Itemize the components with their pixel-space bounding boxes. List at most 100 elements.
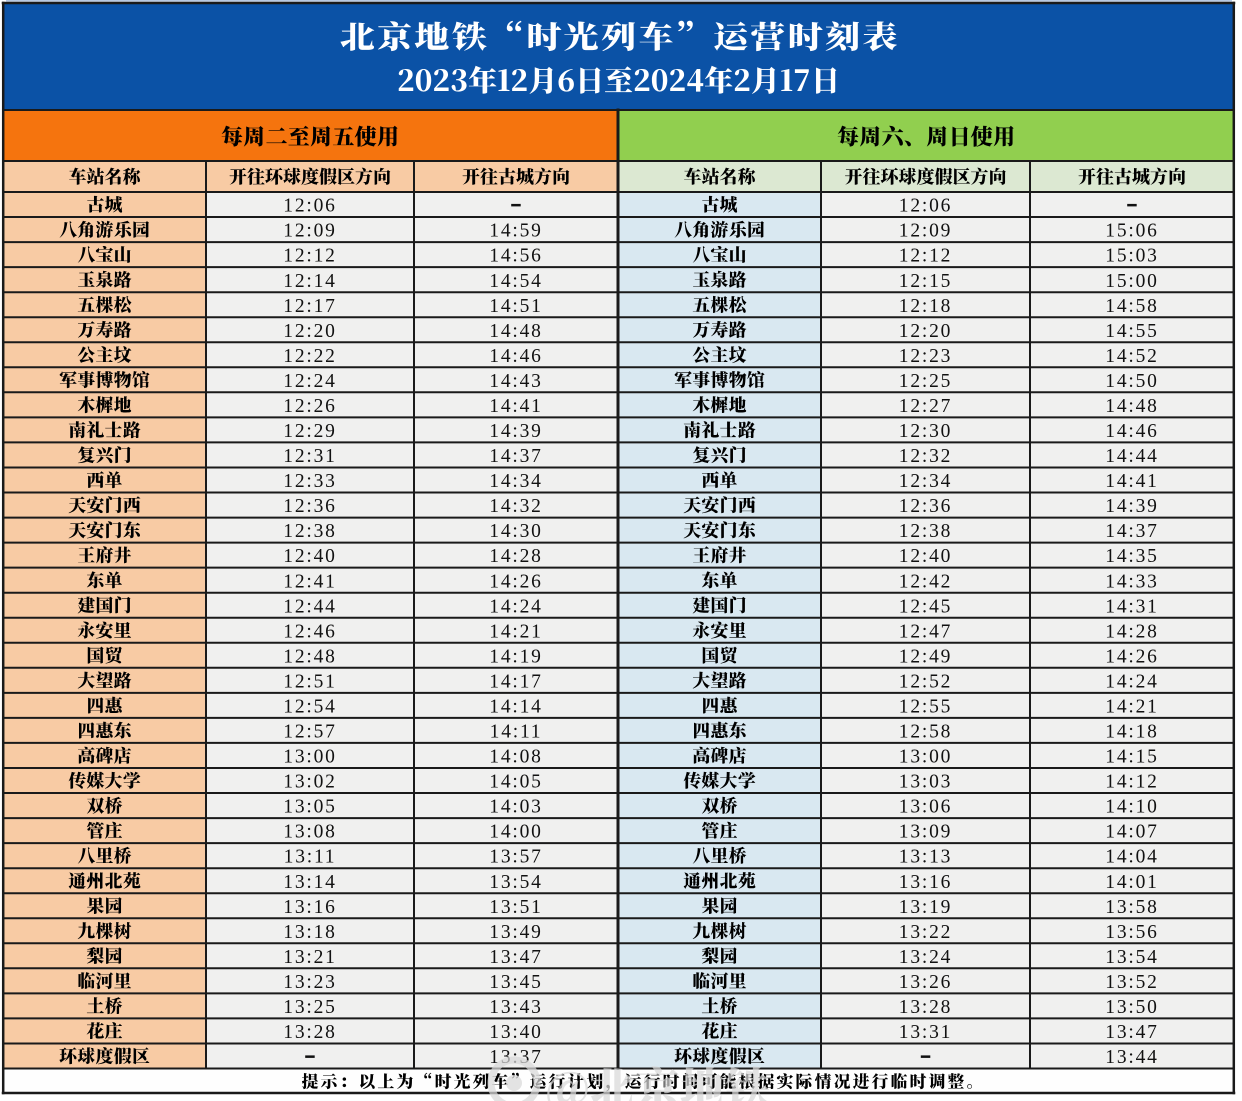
- svg-text:13:57: 13:57: [489, 847, 542, 868]
- svg-text:12:26: 12:26: [283, 396, 336, 417]
- svg-text:13:00: 13:00: [283, 747, 336, 768]
- svg-text:13:14: 13:14: [283, 872, 336, 893]
- svg-text:14:04: 14:04: [1105, 847, 1158, 868]
- svg-text:14:43: 14:43: [489, 371, 542, 392]
- svg-text:13:09: 13:09: [899, 822, 952, 843]
- svg-text:13:16: 13:16: [899, 872, 952, 893]
- svg-text:12:22: 12:22: [283, 346, 336, 367]
- svg-text:14:18: 14:18: [1105, 722, 1158, 743]
- svg-text:13:05: 13:05: [283, 797, 336, 818]
- svg-text:14:50: 14:50: [1105, 371, 1158, 392]
- svg-text:12:40: 12:40: [283, 546, 336, 567]
- svg-text:12:31: 12:31: [283, 446, 336, 467]
- svg-text:13:50: 13:50: [1105, 997, 1158, 1018]
- svg-text:14:26: 14:26: [489, 571, 542, 592]
- svg-text:12:29: 12:29: [283, 421, 336, 442]
- svg-text:12:27: 12:27: [899, 396, 952, 417]
- svg-text:13:28: 13:28: [283, 1022, 336, 1043]
- svg-text:14:10: 14:10: [1105, 797, 1158, 818]
- svg-text:12:20: 12:20: [283, 321, 336, 342]
- svg-text:13:49: 13:49: [489, 922, 542, 943]
- svg-text:13:13: 13:13: [899, 847, 952, 868]
- svg-text:14:59: 14:59: [489, 221, 542, 242]
- svg-text:13:08: 13:08: [283, 822, 336, 843]
- svg-text:12:20: 12:20: [899, 321, 952, 342]
- svg-text:13:24: 13:24: [899, 947, 952, 968]
- svg-text:14:44: 14:44: [1105, 446, 1158, 467]
- svg-text:12:54: 12:54: [283, 697, 336, 718]
- svg-text:12:30: 12:30: [899, 421, 952, 442]
- svg-text:14:00: 14:00: [489, 822, 542, 843]
- svg-text:15:03: 15:03: [1105, 246, 1158, 267]
- svg-text:13:06: 13:06: [899, 797, 952, 818]
- svg-text:14:12: 14:12: [1105, 772, 1158, 793]
- svg-text:12:12: 12:12: [283, 246, 336, 267]
- svg-text:12:34: 12:34: [899, 471, 952, 492]
- svg-text:14:58: 14:58: [1105, 296, 1158, 317]
- svg-text:13:51: 13:51: [489, 897, 542, 918]
- svg-text:13:47: 13:47: [1105, 1022, 1158, 1043]
- svg-text:12:06: 12:06: [283, 196, 336, 217]
- svg-text:12:41: 12:41: [283, 571, 336, 592]
- svg-text:14:41: 14:41: [1105, 471, 1158, 492]
- svg-text:14:51: 14:51: [489, 296, 542, 317]
- svg-text:12:48: 12:48: [283, 646, 336, 667]
- svg-text:14:11: 14:11: [490, 722, 543, 743]
- svg-text:14:56: 14:56: [489, 246, 542, 267]
- svg-text:14:05: 14:05: [489, 772, 542, 793]
- svg-text:14:19: 14:19: [489, 646, 542, 667]
- svg-text:13:26: 13:26: [899, 972, 952, 993]
- svg-text:13:52: 13:52: [1105, 972, 1158, 993]
- svg-text:12:24: 12:24: [283, 371, 336, 392]
- svg-text:14:30: 14:30: [489, 521, 542, 542]
- svg-text:12:18: 12:18: [899, 296, 952, 317]
- svg-text:13:22: 13:22: [899, 922, 952, 943]
- svg-text:12:38: 12:38: [899, 521, 952, 542]
- svg-text:14:35: 14:35: [1105, 546, 1158, 567]
- svg-text:12:57: 12:57: [283, 722, 336, 743]
- svg-text:14:28: 14:28: [1105, 621, 1158, 642]
- svg-text:13:40: 13:40: [489, 1022, 542, 1043]
- svg-text:12:09: 12:09: [899, 221, 952, 242]
- svg-text:14:14: 14:14: [489, 697, 542, 718]
- svg-text:14:41: 14:41: [489, 396, 542, 417]
- svg-text:12:09: 12:09: [283, 221, 336, 242]
- svg-text:14:03: 14:03: [489, 797, 542, 818]
- svg-text:12:12: 12:12: [899, 246, 952, 267]
- svg-text:12:25: 12:25: [899, 371, 952, 392]
- svg-text:12:52: 12:52: [899, 671, 952, 692]
- svg-text:14:48: 14:48: [489, 321, 542, 342]
- svg-text:13:11: 13:11: [284, 847, 337, 868]
- svg-text:12:06: 12:06: [899, 196, 952, 217]
- svg-text:14:24: 14:24: [489, 596, 542, 617]
- svg-text:14:07: 14:07: [1105, 822, 1158, 843]
- svg-text:13:31: 13:31: [899, 1022, 952, 1043]
- svg-text:12:36: 12:36: [283, 496, 336, 517]
- svg-text:12:38: 12:38: [283, 521, 336, 542]
- svg-text:12:58: 12:58: [899, 722, 952, 743]
- svg-text:12:40: 12:40: [899, 546, 952, 567]
- svg-text:12:45: 12:45: [899, 596, 952, 617]
- svg-text:14:15: 14:15: [1105, 747, 1158, 768]
- svg-text:13:02: 13:02: [283, 772, 336, 793]
- svg-text:13:54: 13:54: [489, 872, 542, 893]
- svg-text:13:43: 13:43: [489, 997, 542, 1018]
- svg-text:12:14: 12:14: [283, 271, 336, 292]
- svg-text:12:55: 12:55: [899, 697, 952, 718]
- svg-text:14:39: 14:39: [1105, 496, 1158, 517]
- svg-text:14:52: 14:52: [1105, 346, 1158, 367]
- svg-text:12:15: 12:15: [899, 271, 952, 292]
- svg-text:14:01: 14:01: [1105, 872, 1158, 893]
- svg-text:13:56: 13:56: [1105, 922, 1158, 943]
- svg-text:13:18: 13:18: [283, 922, 336, 943]
- svg-text:15:06: 15:06: [1105, 221, 1158, 242]
- svg-text:14:34: 14:34: [489, 471, 542, 492]
- svg-text:13:21: 13:21: [283, 947, 336, 968]
- svg-text:14:54: 14:54: [489, 271, 542, 292]
- svg-text:15:00: 15:00: [1105, 271, 1158, 292]
- svg-text:14:32: 14:32: [489, 496, 542, 517]
- svg-text:14:46: 14:46: [1105, 421, 1158, 442]
- svg-text:13:44: 13:44: [1105, 1047, 1158, 1068]
- svg-text:14:08: 14:08: [489, 747, 542, 768]
- svg-text:13:19: 13:19: [899, 897, 952, 918]
